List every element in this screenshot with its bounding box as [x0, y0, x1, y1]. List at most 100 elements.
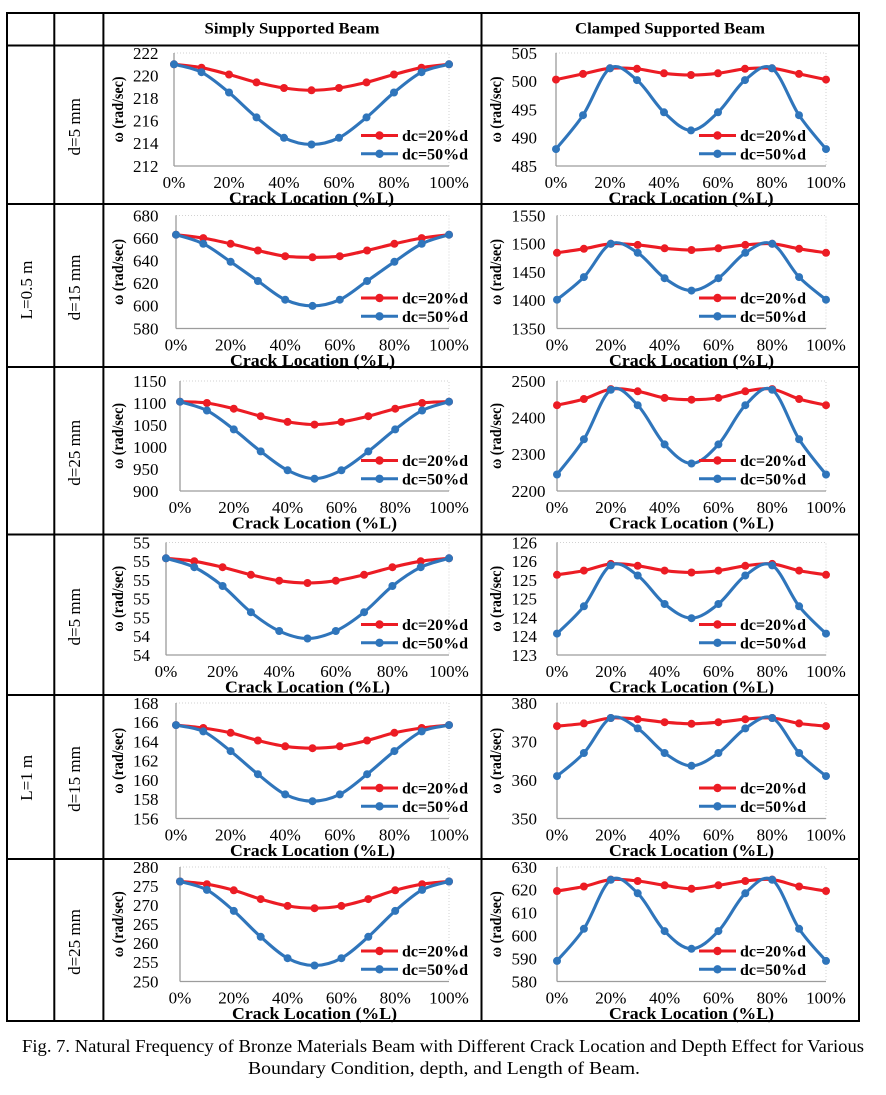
svg-text:60%: 60%	[703, 336, 734, 355]
svg-text:660: 660	[133, 229, 159, 248]
svg-text:0%: 0%	[545, 173, 568, 192]
svg-text:2300: 2300	[512, 445, 546, 464]
svg-text:218: 218	[133, 89, 159, 108]
svg-text:505: 505	[512, 44, 538, 63]
svg-text:dc=50%d: dc=50%d	[740, 799, 806, 816]
svg-text:40%: 40%	[649, 826, 680, 845]
svg-text:1050: 1050	[133, 416, 167, 435]
svg-text:214: 214	[133, 134, 159, 153]
svg-text:dc=20%d: dc=20%d	[402, 453, 468, 470]
svg-text:60%: 60%	[703, 662, 734, 681]
svg-text:ω (rad/sec): ω (rad/sec)	[488, 77, 505, 143]
svg-text:80%: 80%	[377, 662, 408, 681]
svg-text:dc=20%d: dc=20%d	[740, 128, 806, 145]
svg-text:dc=20%d: dc=20%d	[402, 944, 468, 961]
svg-text:485: 485	[512, 157, 538, 176]
svg-text:60%: 60%	[702, 173, 733, 192]
svg-text:40%: 40%	[649, 662, 680, 681]
svg-text:ω (rad/sec): ω (rad/sec)	[110, 728, 127, 794]
svg-text:124: 124	[512, 627, 538, 646]
svg-text:620: 620	[133, 274, 159, 293]
svg-text:80%: 80%	[757, 498, 788, 517]
svg-text:dc=50%d: dc=50%d	[740, 309, 806, 326]
svg-text:495: 495	[512, 100, 538, 119]
svg-text:40%: 40%	[268, 173, 299, 192]
svg-text:100%: 100%	[806, 336, 846, 355]
svg-text:40%: 40%	[270, 826, 301, 845]
svg-text:40%: 40%	[649, 498, 680, 517]
svg-text:L=0.5 m: L=0.5 m	[17, 261, 36, 320]
svg-text:680: 680	[133, 206, 159, 225]
svg-text:Crack Location (%L): Crack Location (%L)	[609, 351, 774, 370]
svg-text:Fig. 7. Natural Frequency of B: Fig. 7. Natural Frequency of Bronze Mate…	[22, 1036, 864, 1056]
svg-text:d=15 mm: d=15 mm	[65, 255, 84, 321]
svg-text:ω (rad/sec): ω (rad/sec)	[110, 403, 127, 469]
svg-text:1350: 1350	[512, 319, 546, 338]
svg-text:950: 950	[133, 460, 159, 479]
svg-text:212: 212	[133, 157, 159, 176]
svg-text:260: 260	[133, 934, 159, 953]
svg-text:0%: 0%	[169, 989, 192, 1008]
svg-text:100%: 100%	[806, 662, 846, 681]
svg-text:1150: 1150	[133, 372, 166, 391]
svg-text:60%: 60%	[326, 498, 357, 517]
svg-text:60%: 60%	[703, 826, 734, 845]
svg-text:490: 490	[512, 129, 538, 148]
svg-text:610: 610	[512, 904, 538, 923]
svg-text:80%: 80%	[757, 336, 788, 355]
svg-text:100%: 100%	[429, 989, 469, 1008]
svg-text:60%: 60%	[323, 173, 354, 192]
svg-text:ω (rad/sec): ω (rad/sec)	[110, 566, 127, 632]
svg-text:0%: 0%	[546, 336, 569, 355]
svg-text:100%: 100%	[429, 498, 469, 517]
svg-text:124: 124	[512, 608, 538, 627]
svg-text:162: 162	[133, 752, 159, 771]
svg-text:ω (rad/sec): ω (rad/sec)	[110, 239, 127, 305]
svg-text:20%: 20%	[595, 336, 626, 355]
svg-text:360: 360	[512, 771, 538, 790]
svg-text:590: 590	[512, 949, 538, 968]
svg-text:0%: 0%	[169, 498, 192, 517]
svg-text:80%: 80%	[378, 173, 409, 192]
svg-text:20%: 20%	[218, 498, 249, 517]
svg-text:0%: 0%	[546, 826, 569, 845]
svg-text:620: 620	[512, 881, 538, 900]
svg-text:270: 270	[133, 896, 159, 915]
svg-text:dc=50%d: dc=50%d	[402, 962, 468, 979]
svg-text:55: 55	[133, 608, 150, 627]
svg-text:20%: 20%	[218, 989, 249, 1008]
svg-text:100%: 100%	[429, 336, 469, 355]
svg-text:80%: 80%	[757, 989, 788, 1008]
svg-text:40%: 40%	[270, 336, 301, 355]
svg-text:20%: 20%	[215, 336, 246, 355]
svg-text:20%: 20%	[595, 826, 626, 845]
svg-text:Boundary Condition, depth, and: Boundary Condition, depth, and Length of…	[248, 1058, 640, 1078]
svg-text:dc=20%d: dc=20%d	[402, 291, 468, 308]
svg-text:600: 600	[133, 297, 159, 316]
svg-text:126: 126	[512, 552, 538, 571]
svg-text:20%: 20%	[215, 826, 246, 845]
svg-text:80%: 80%	[379, 336, 410, 355]
svg-text:ω (rad/sec): ω (rad/sec)	[110, 891, 127, 957]
svg-text:640: 640	[133, 252, 159, 271]
svg-text:126: 126	[512, 533, 538, 552]
svg-text:dc=20%d: dc=20%d	[740, 453, 806, 470]
svg-text:Crack Location (%L): Crack Location (%L)	[230, 351, 395, 370]
svg-text:100%: 100%	[429, 662, 469, 681]
svg-text:20%: 20%	[595, 662, 626, 681]
svg-text:dc=50%d: dc=50%d	[402, 635, 468, 652]
svg-text:80%: 80%	[380, 498, 411, 517]
svg-text:100%: 100%	[806, 989, 846, 1008]
svg-text:d=15 mm: d=15 mm	[65, 746, 84, 812]
svg-text:168: 168	[133, 694, 159, 713]
svg-text:Crack Location (%L): Crack Location (%L)	[229, 189, 394, 208]
svg-text:1000: 1000	[133, 438, 167, 457]
svg-text:0%: 0%	[546, 662, 569, 681]
svg-text:350: 350	[512, 809, 538, 828]
svg-text:580: 580	[133, 319, 159, 338]
svg-text:2400: 2400	[512, 409, 546, 428]
svg-text:80%: 80%	[380, 989, 411, 1008]
svg-text:100%: 100%	[429, 173, 469, 192]
svg-text:Clamped Supported Beam: Clamped Supported Beam	[575, 21, 765, 38]
svg-text:55: 55	[133, 552, 150, 571]
